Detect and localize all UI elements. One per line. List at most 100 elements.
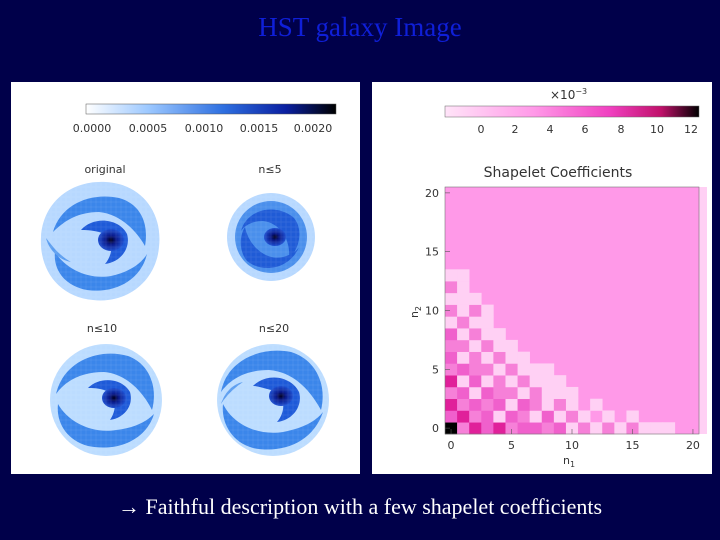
heatmap-cell bbox=[457, 304, 470, 317]
heatmap-cell bbox=[517, 410, 530, 423]
heatmap-cell bbox=[457, 316, 470, 329]
x-axis-label-main: n bbox=[563, 454, 570, 467]
heatmap-cell bbox=[565, 398, 579, 411]
left-colorbar-tick: 0.0020 bbox=[294, 122, 333, 135]
heatmap-cell bbox=[445, 328, 458, 341]
left-colorbar bbox=[85, 103, 337, 115]
heatmap-cell bbox=[469, 386, 482, 400]
heatmap-cell bbox=[505, 386, 518, 400]
heatmap-cell bbox=[517, 375, 530, 388]
heatmap-cell bbox=[493, 386, 506, 400]
heatmap-cell bbox=[457, 281, 470, 294]
right-colorbar-tick: 6 bbox=[582, 123, 589, 136]
right-colorbar-tick: 12 bbox=[684, 123, 698, 136]
y-tick-label: 5 bbox=[432, 363, 439, 376]
heatmap-cell bbox=[493, 375, 506, 388]
heatmap-cell bbox=[445, 316, 458, 329]
heatmap-cell bbox=[445, 292, 458, 305]
right-colorbar-tick: 8 bbox=[618, 123, 625, 136]
heatmap-cell bbox=[457, 363, 470, 376]
heatmap-cell bbox=[469, 398, 482, 411]
heatmap-cell bbox=[517, 422, 530, 435]
heatmap-cell bbox=[445, 422, 458, 435]
heatmap-cell bbox=[517, 363, 530, 376]
heatmap-cell bbox=[457, 398, 470, 411]
heatmap-cell bbox=[541, 386, 555, 400]
x-tick-label: 5 bbox=[508, 439, 515, 452]
y-axis-label-sub: 2 bbox=[414, 306, 423, 311]
heatmap-cell bbox=[565, 386, 579, 400]
heatmap-cell bbox=[590, 422, 603, 435]
heatmap-cell bbox=[457, 422, 470, 435]
right-colorbar-tick: 4 bbox=[547, 123, 554, 136]
y-tick-label: 0 bbox=[432, 422, 439, 435]
heatmap-cell bbox=[553, 422, 567, 435]
panel-label-n10: n≤10 bbox=[87, 322, 117, 335]
shapelet-heatmap-svg: ×10−3 0 2 4 6 8 10 12 Shapelet Coefficie… bbox=[408, 87, 707, 469]
heatmap-cell bbox=[469, 410, 482, 423]
heatmap-cell bbox=[481, 316, 494, 329]
left-colorbar-tick: 0.0010 bbox=[185, 122, 224, 135]
right-colorbar bbox=[444, 105, 700, 118]
heatmap-cell bbox=[638, 422, 651, 435]
heatmap-cell bbox=[505, 398, 518, 411]
heatmap-cell bbox=[493, 339, 506, 352]
y-tick-label: 15 bbox=[425, 246, 439, 259]
colorbar-multiplier: ×10−3 bbox=[550, 87, 587, 102]
heatmap-cell bbox=[457, 386, 470, 400]
heatmap-cell bbox=[445, 375, 458, 388]
y-axis-label-main: n bbox=[408, 311, 421, 318]
heatmap-cell bbox=[445, 363, 458, 376]
x-axis-ticks: 0 5 10 15 20 bbox=[448, 429, 700, 452]
heatmap-cell bbox=[493, 422, 506, 435]
heatmap-cell bbox=[553, 398, 567, 411]
x-tick-label: 10 bbox=[565, 439, 579, 452]
heatmap-cell bbox=[457, 328, 470, 341]
heatmap-cell bbox=[553, 375, 567, 388]
heatmap-cell bbox=[457, 292, 470, 305]
x-axis-label-sub: 1 bbox=[570, 460, 575, 469]
heatmap-cell bbox=[481, 339, 494, 352]
galaxy-original bbox=[40, 181, 160, 301]
heatmap-cell bbox=[553, 410, 567, 423]
heatmap-cell bbox=[469, 339, 482, 352]
heatmap-cell bbox=[565, 422, 579, 435]
heatmap-cell bbox=[445, 339, 458, 352]
galaxy-n10 bbox=[50, 344, 162, 456]
heatmap-cell bbox=[505, 339, 518, 352]
heatmap-cell bbox=[590, 398, 603, 411]
heatmap-cell bbox=[517, 386, 530, 400]
heatmap-cell bbox=[445, 410, 458, 423]
right-colorbar-tick: 2 bbox=[512, 123, 519, 136]
heatmap-cell bbox=[493, 410, 506, 423]
heatmap-cell bbox=[529, 363, 543, 376]
heatmap-cell bbox=[493, 363, 506, 376]
left-colorbar-tick: 0.0015 bbox=[240, 122, 279, 135]
heatmap-cell bbox=[517, 398, 530, 411]
heatmap-cell bbox=[445, 386, 458, 400]
galaxy-n20 bbox=[217, 344, 329, 456]
heatmap-cell bbox=[469, 375, 482, 388]
heatmap-cell bbox=[445, 351, 458, 364]
right-arrow-icon: → bbox=[117, 494, 140, 519]
heatmap-cell bbox=[529, 386, 543, 400]
heatmap-cell bbox=[481, 328, 494, 341]
x-tick-label: 0 bbox=[448, 439, 455, 452]
heatmap-cell bbox=[457, 339, 470, 352]
heatmap-cell bbox=[541, 375, 555, 388]
multiplier-base: ×10 bbox=[550, 88, 575, 102]
heatmap-cell bbox=[481, 304, 494, 317]
heatmap-cell bbox=[481, 363, 494, 376]
heatmap-cell bbox=[457, 351, 470, 364]
heatmap-cell bbox=[481, 422, 494, 435]
heatmap-cell bbox=[553, 386, 567, 400]
heatmap-cell bbox=[529, 375, 543, 388]
y-axis-ticks: 0 5 10 15 20 bbox=[425, 187, 450, 435]
heatmap-cell bbox=[445, 304, 458, 317]
shapelet-coefficients-figure: ×10−3 0 2 4 6 8 10 12 Shapelet Coefficie… bbox=[372, 82, 712, 474]
right-colorbar-tick: 0 bbox=[478, 123, 485, 136]
heatmap-cell bbox=[481, 375, 494, 388]
x-axis-label: n1 bbox=[563, 454, 575, 469]
heatmap-cell bbox=[457, 269, 470, 282]
heatmap-cell bbox=[529, 422, 543, 435]
